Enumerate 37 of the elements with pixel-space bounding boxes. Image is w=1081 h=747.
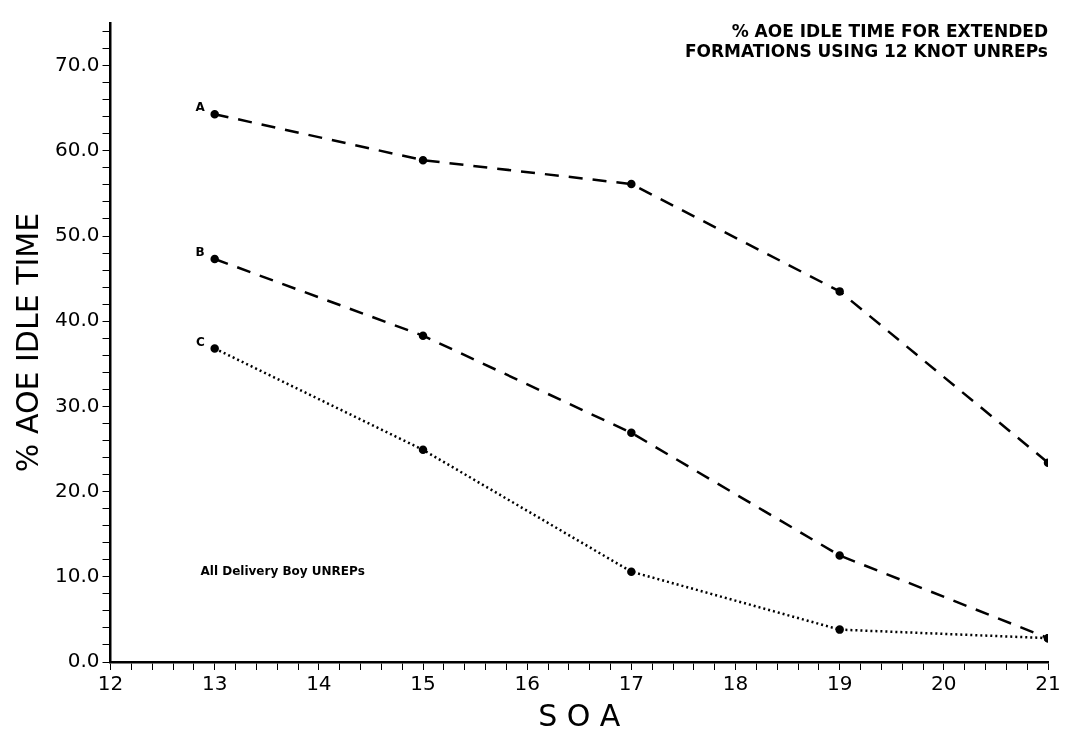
x-tick-label: 21 xyxy=(1035,671,1061,696)
x-tick-label: 12 xyxy=(97,671,124,696)
point xyxy=(627,428,636,438)
point xyxy=(835,625,844,634)
x-tick-label: 15 xyxy=(410,671,436,696)
x-tick-label: 18 xyxy=(722,671,749,696)
x-tick-label: 16 xyxy=(514,671,540,696)
x-tick-label: 19 xyxy=(826,671,853,696)
point xyxy=(835,551,844,560)
y-tick-label: 0.0 xyxy=(67,648,100,673)
point xyxy=(210,254,219,264)
y-tick-label: 40.0 xyxy=(55,307,100,332)
point xyxy=(418,331,428,340)
series-label: C xyxy=(195,334,205,349)
point xyxy=(210,109,219,119)
point xyxy=(418,445,428,455)
series-label: A xyxy=(195,100,206,115)
x-tick-label: 14 xyxy=(306,671,332,696)
y-tick-label: 70.0 xyxy=(55,51,100,76)
point xyxy=(627,567,636,576)
point xyxy=(210,344,219,353)
point xyxy=(835,287,844,296)
x-tick-label: 17 xyxy=(618,671,645,696)
x-tick-label: 13 xyxy=(201,671,228,696)
y-tick-label: 60.0 xyxy=(55,137,100,161)
series-label: B xyxy=(195,245,205,260)
y-axis-title: % AOE IDLE TIME xyxy=(9,212,45,473)
y-tick-label: 30.0 xyxy=(55,392,100,417)
point xyxy=(627,179,636,189)
x-axis-title: S O A xyxy=(538,697,621,733)
y-tick-label: 20.0 xyxy=(55,477,100,502)
x-tick-label: 20 xyxy=(931,671,957,696)
annotation: All Delivery Boy UNREPs xyxy=(200,564,365,579)
y-tick-label: 10.0 xyxy=(55,563,100,587)
text: % AOE IDLE TIME FOR EXTENDED FORMATIONS USING 12 KNOT UNREPs xyxy=(684,20,1048,62)
point xyxy=(418,155,428,165)
y-tick-label: 50.0 xyxy=(55,222,100,247)
